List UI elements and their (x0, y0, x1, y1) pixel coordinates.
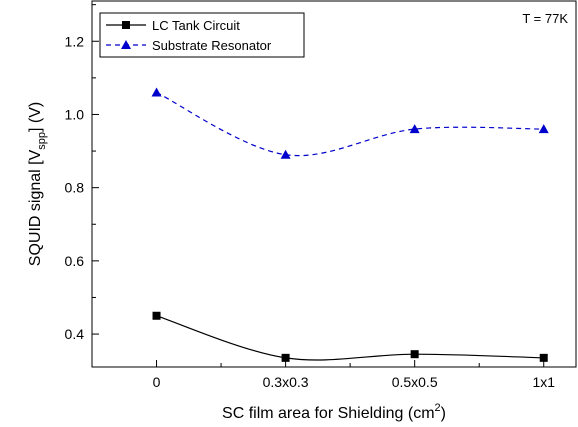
series-line (156, 315, 544, 361)
data-point (152, 311, 161, 320)
y-axis-label: SQUID signal [Vspp] (V) (27, 102, 48, 266)
data-point (280, 149, 291, 159)
legend-label: LC Tank Circuit (152, 18, 240, 33)
ticks: 0.4 0.6 0.8 1.0 1.2 0 0.3x0.3 0.5x0.5 1x1 (65, 4, 555, 390)
y-tick-label: 0.6 (65, 253, 85, 269)
temperature-annotation: T = 77K (522, 11, 568, 26)
data-point (409, 124, 420, 134)
y-tick-label: 1.2 (65, 33, 85, 49)
x-tick-label: 0.3x0.3 (263, 374, 309, 390)
x-tick-label: 0 (153, 374, 161, 390)
legend: LC Tank Circuit Substrate Resonator (99, 12, 305, 58)
marks (151, 87, 549, 362)
plot-frame (91, 0, 577, 368)
data-point (281, 353, 290, 362)
x-axis-label-main: SC film area for Shielding (cm (222, 405, 435, 422)
data-point (151, 87, 162, 97)
legend-marker (122, 21, 130, 29)
y-axis-label-subscript: spp (36, 132, 48, 150)
y-axis-label-main: SQUID signal [V (27, 149, 44, 266)
x-axis-label-superscript: 2 (435, 402, 441, 414)
legend-box (99, 12, 305, 58)
y-tick-label: 1.0 (65, 106, 85, 122)
y-tick-label: 0.8 (65, 180, 85, 196)
legend-label: Substrate Resonator (152, 38, 272, 53)
x-axis-label-end: ) (441, 405, 446, 422)
y-tick-label: 0.4 (65, 326, 85, 342)
y-axis-label-end: ] (V) (27, 102, 44, 132)
data-point (410, 350, 419, 359)
series-line (156, 91, 544, 157)
data-point (539, 353, 548, 362)
curves (156, 91, 544, 361)
x-axis-label: SC film area for Shielding (cm2) (222, 402, 446, 422)
x-tick-label: 1x1 (532, 374, 555, 390)
x-tick-label: 0.5x0.5 (392, 374, 438, 390)
legend-marker (121, 40, 131, 49)
data-point (538, 124, 549, 134)
